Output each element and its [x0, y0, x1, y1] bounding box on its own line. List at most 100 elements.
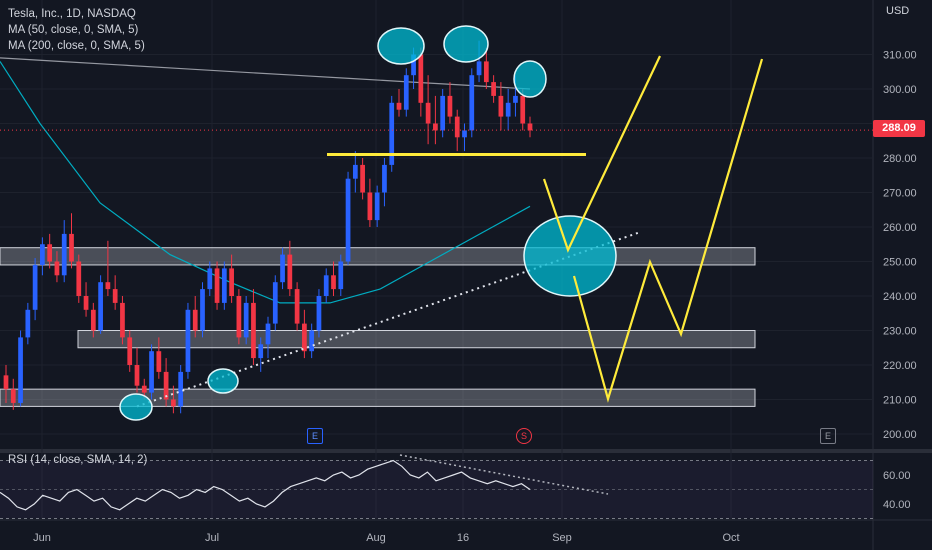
candle-body	[382, 164, 387, 193]
support-zone	[77, 330, 756, 349]
candle-body	[134, 365, 140, 386]
candle-body	[323, 275, 329, 296]
candle-body	[396, 102, 402, 110]
candle-body	[76, 261, 82, 296]
candle-body	[462, 130, 467, 138]
candle-body	[513, 95, 518, 103]
candle-body	[192, 309, 198, 331]
candle-body	[83, 296, 89, 310]
candle-body	[229, 268, 234, 296]
split-event-icon[interactable]: S	[516, 428, 532, 444]
candle-body	[527, 123, 533, 131]
candle-body	[171, 399, 176, 407]
candle-body	[127, 337, 133, 365]
chart-legend: Tesla, Inc., 1D, NASDAQ MA (50, close, 0…	[8, 6, 145, 54]
candle-body	[149, 351, 154, 393]
candle-body	[251, 302, 256, 359]
candle-body	[374, 192, 380, 221]
y-tick-label: 200.00	[883, 429, 917, 441]
candle-body	[469, 75, 475, 131]
legend-ma200: MA (200, close, 0, SMA, 5)	[8, 40, 145, 52]
currency-label: USD	[886, 5, 910, 17]
candle-body	[265, 323, 271, 345]
candle-body	[491, 82, 496, 96]
candle-body	[243, 302, 249, 338]
y-tick-label: 250.00	[883, 257, 917, 269]
earnings-event-icon-future[interactable]: E	[820, 428, 836, 444]
rsi-divergence-line	[399, 454, 609, 495]
candle-body	[98, 282, 103, 331]
candle-body	[214, 268, 220, 303]
y-tick-label: 240.00	[883, 291, 917, 303]
candle-body	[360, 164, 365, 193]
candle-body	[389, 102, 395, 165]
candle-body	[505, 102, 511, 117]
x-tick-label: 16	[457, 532, 469, 544]
candle-body	[105, 282, 111, 290]
candle-body	[3, 375, 9, 390]
x-tick-label: Sep	[552, 532, 572, 544]
candle-body	[483, 61, 489, 83]
highlight-ellipse	[207, 368, 239, 394]
legend-ma50: MA (50, close, 0, SMA, 5)	[8, 24, 139, 36]
support-zone	[0, 388, 756, 407]
projection-path-bullish	[542, 55, 661, 253]
rsi-tick-label: 40.00	[883, 499, 911, 511]
y-tick-label: 260.00	[883, 222, 917, 234]
candle-body	[294, 289, 300, 324]
earnings-event-icon[interactable]: E	[307, 428, 323, 444]
candle-body	[32, 264, 38, 310]
candle-body	[185, 309, 191, 372]
candle-body	[345, 178, 351, 262]
x-tick-label: Jul	[205, 532, 219, 544]
projection-path-bearish	[572, 58, 764, 403]
candle-body	[156, 351, 162, 372]
highlight-ellipse	[119, 393, 153, 421]
candle-body	[316, 296, 322, 331]
candle-body	[411, 54, 416, 76]
candle-body	[25, 309, 31, 338]
candle-body	[40, 244, 45, 265]
candle-body	[454, 116, 460, 138]
y-tick-label: 300.00	[883, 84, 917, 96]
candle-body	[200, 289, 205, 331]
candle-body	[54, 261, 60, 276]
candle-body	[331, 275, 336, 290]
candle-body	[338, 261, 344, 290]
highlight-ellipse	[443, 25, 489, 63]
candle-body	[258, 344, 264, 359]
x-tick-label: Jun	[33, 532, 51, 544]
candle-body	[280, 254, 285, 283]
y-tick-label: 310.00	[883, 50, 917, 62]
candle-body	[10, 389, 16, 403]
candle-body	[440, 95, 446, 131]
pane-separator	[0, 449, 932, 453]
candle-body	[141, 385, 147, 393]
candle-body	[447, 95, 453, 117]
y-tick-label: 270.00	[883, 188, 917, 200]
candle-body	[403, 75, 409, 110]
candle-body	[272, 282, 278, 324]
ma50-line	[0, 61, 531, 304]
candle-body	[425, 102, 431, 124]
candle-body	[309, 330, 315, 352]
candle-body	[120, 302, 125, 338]
candle-body	[287, 254, 293, 290]
candle-body	[302, 323, 307, 352]
y-tick-label: 220.00	[883, 360, 917, 372]
candle-body	[178, 371, 184, 407]
highlight-ellipse	[513, 60, 547, 98]
candle-body	[433, 123, 438, 131]
y-tick-label: 230.00	[883, 326, 917, 338]
candle-body	[90, 309, 96, 331]
candle-body	[207, 268, 213, 290]
y-tick-label: 210.00	[883, 395, 917, 407]
ma200-line	[0, 57, 531, 90]
candle-body	[18, 337, 23, 403]
candle-body	[112, 289, 118, 303]
candle-body	[61, 233, 67, 276]
candle-body	[498, 95, 504, 117]
support-zone	[0, 247, 756, 266]
candle-body	[163, 371, 169, 400]
